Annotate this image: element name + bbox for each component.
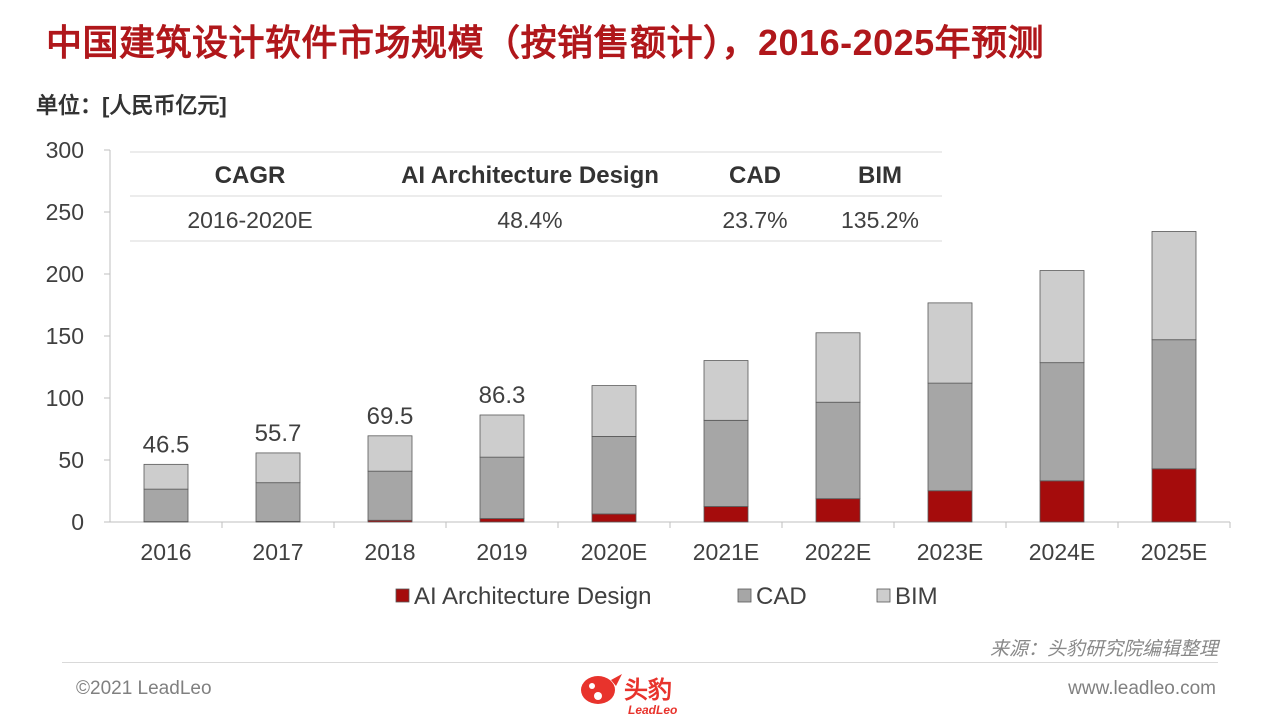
bar-segment-bim bbox=[255, 452, 301, 484]
cagr-header-cad: CAD bbox=[729, 162, 781, 189]
cagr-header-bim: BIM bbox=[858, 162, 902, 189]
cagr-value-ai: 48.4% bbox=[497, 207, 562, 233]
total-label: 86.3 bbox=[479, 382, 526, 409]
cagr-value-bim: 135.2% bbox=[841, 207, 919, 233]
legend-item-cad-swatch bbox=[737, 588, 752, 603]
y-tick-label: 0 bbox=[71, 509, 84, 535]
y-tick-label: 300 bbox=[46, 137, 84, 163]
bar-segment-ai bbox=[815, 498, 861, 523]
cagr-period: 2016-2020E bbox=[187, 207, 312, 233]
bar-segment-cad bbox=[703, 419, 749, 507]
y-tick-label: 50 bbox=[58, 447, 84, 473]
cagr-header-ai: AI Architecture Design bbox=[401, 162, 659, 189]
bar-segment-bim bbox=[1039, 270, 1085, 364]
x-tick-label: 2017 bbox=[252, 539, 303, 565]
x-tick-label: 2022E bbox=[805, 539, 872, 565]
bar-segment-cad bbox=[143, 488, 189, 523]
footer-divider bbox=[62, 662, 1218, 663]
legend-item-ai-swatch bbox=[395, 588, 410, 603]
bar-segment-ai bbox=[703, 506, 749, 523]
x-tick-label: 2023E bbox=[917, 539, 984, 565]
bar-segment-ai bbox=[1151, 468, 1197, 523]
source-note: 来源：头豹研究院编辑整理 bbox=[989, 639, 1218, 660]
chart-legend: AI Architecture Design CAD BIM bbox=[395, 583, 938, 610]
bar-segment-cad bbox=[367, 470, 413, 521]
x-tick-label: 2025E bbox=[1141, 539, 1208, 565]
x-tick-label: 2021E bbox=[693, 539, 760, 565]
x-tick-label: 2018 bbox=[364, 539, 415, 565]
bar-segment-bim bbox=[1151, 231, 1197, 341]
bar-segment-bim bbox=[479, 414, 525, 458]
bar-segment-cad bbox=[927, 382, 973, 492]
bar-segment-cad bbox=[1039, 362, 1085, 482]
bar-segment-ai bbox=[591, 513, 637, 523]
x-tick-label: 2024E bbox=[1029, 539, 1096, 565]
legend-item-bim-label: BIM bbox=[895, 583, 938, 610]
plot-area: 0 50 100 150 200 250 300 46.5 2016 55.7 2017 69.5 20… bbox=[46, 137, 1231, 565]
y-tick-label: 150 bbox=[46, 323, 84, 349]
y-tick-label: 100 bbox=[46, 385, 84, 411]
legend-item-ai-label: AI Architecture Design bbox=[414, 583, 651, 610]
logo-subtext: LeadLeo bbox=[628, 703, 677, 717]
stacked-bar-chart: CAGR AI Architecture Design CAD BIM 2016… bbox=[46, 137, 1231, 610]
leadleo-logo: 头豹 LeadLeo bbox=[581, 674, 677, 717]
bar-segment-bim bbox=[703, 360, 749, 421]
x-tick-label: 2020E bbox=[581, 539, 648, 565]
y-tick-label: 200 bbox=[46, 261, 84, 287]
total-label: 46.5 bbox=[143, 431, 190, 458]
bar-segment-bim bbox=[143, 463, 189, 490]
legend-item-bim-swatch bbox=[876, 588, 891, 603]
y-tick-label: 250 bbox=[46, 199, 84, 225]
unit-label: 单位：[人民币亿元] bbox=[36, 93, 227, 118]
bar-segment-ai bbox=[927, 490, 973, 523]
cagr-table: CAGR AI Architecture Design CAD BIM 2016… bbox=[130, 151, 942, 242]
total-label: 69.5 bbox=[367, 403, 414, 430]
bar-segment-bim bbox=[815, 332, 861, 403]
cagr-value-cad: 23.7% bbox=[722, 207, 787, 233]
bar-segment-bim bbox=[927, 302, 973, 384]
leopard-head-icon bbox=[581, 674, 622, 704]
bar-segment-cad bbox=[479, 456, 525, 519]
total-label: 55.7 bbox=[255, 420, 302, 447]
bar-segment-bim bbox=[591, 385, 637, 437]
bar-segment-ai bbox=[479, 518, 525, 523]
cagr-header-label: CAGR bbox=[215, 162, 286, 189]
bar-segment-cad bbox=[815, 401, 861, 500]
bar-segment-cad bbox=[591, 436, 637, 515]
page-title: 中国建筑设计软件市场规模（按销售额计），2016-2025年预测 bbox=[46, 22, 1045, 63]
bar-segment-ai bbox=[1039, 480, 1085, 523]
website-link[interactable]: www.leadleo.com bbox=[1068, 678, 1216, 699]
bar-segment-cad bbox=[255, 482, 301, 522]
legend-item-cad-label: CAD bbox=[756, 583, 807, 610]
x-tick-label: 2016 bbox=[140, 539, 191, 565]
x-tick-label: 2019 bbox=[476, 539, 527, 565]
bar-segment-cad bbox=[1151, 339, 1197, 470]
bar-segment-bim bbox=[367, 435, 413, 472]
logo-text: 头豹 bbox=[624, 676, 672, 704]
copyright-text: ©2021 LeadLeo bbox=[76, 678, 212, 699]
